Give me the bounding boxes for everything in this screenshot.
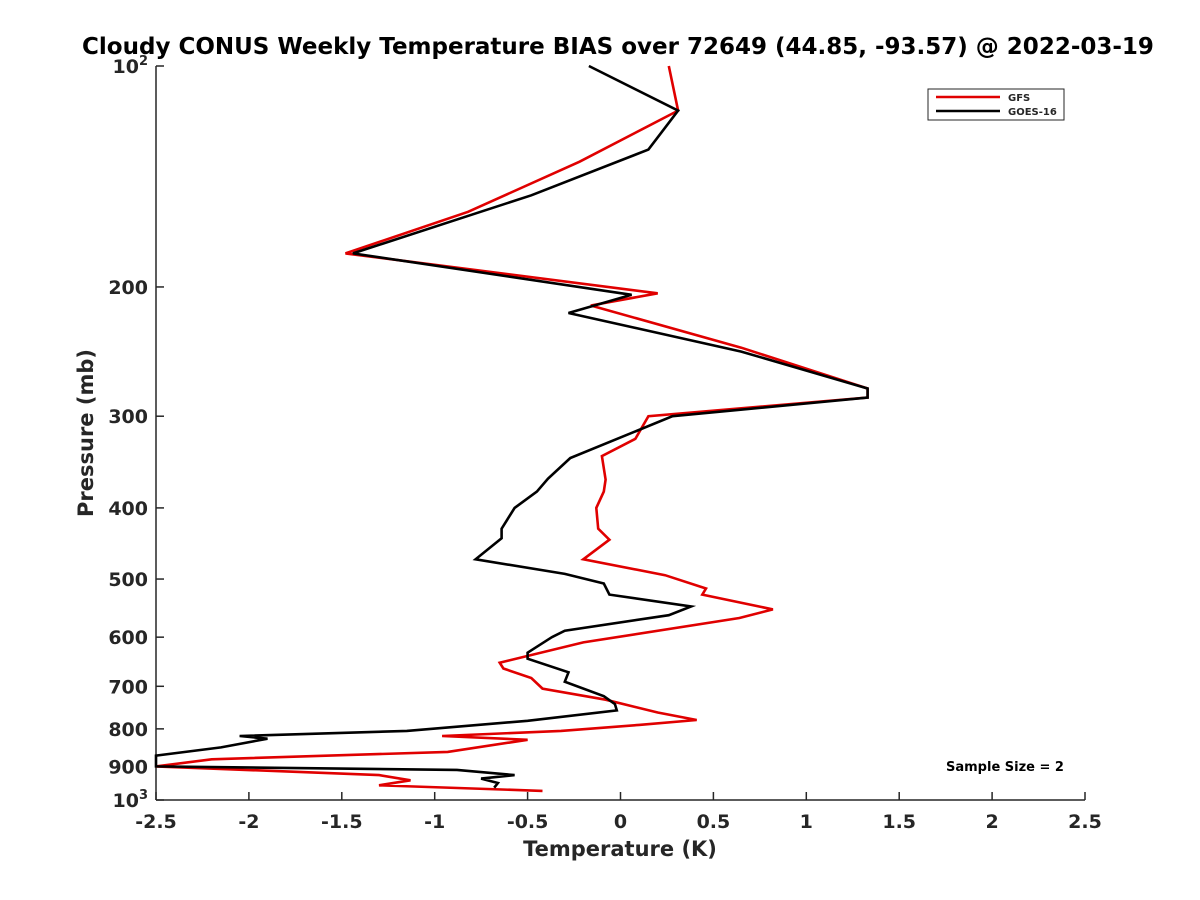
- chart-title: Cloudy CONUS Weekly Temperature BIAS ove…: [82, 34, 1154, 60]
- x-tick-label: 1.5: [882, 811, 916, 833]
- x-axis-label: Temperature (K): [523, 837, 717, 861]
- x-tick-label: 0.5: [697, 811, 731, 833]
- y-tick-label: 600: [108, 627, 148, 649]
- x-tick-label: -1.5: [321, 811, 363, 833]
- y-tick-label: 300: [108, 406, 148, 428]
- y-axis-ticks: 102 200 300 400 500 600 700 800 900 103: [108, 54, 164, 812]
- x-tick-label: 2.5: [1068, 811, 1102, 833]
- x-tick-label: 2: [985, 811, 998, 833]
- y-tick-label: 700: [108, 676, 148, 698]
- sample-size-annotation: Sample Size = 2: [946, 760, 1064, 775]
- x-tick-label: 0: [614, 811, 627, 833]
- x-tick-label: -2: [238, 811, 259, 833]
- x-tick-label: -1: [424, 811, 445, 833]
- legend-label-gfs: GFS: [1008, 93, 1030, 104]
- x-axis-ticks: -2.5 -2 -1.5 -1 -0.5 0 0.5 1 1.5 2 2.5: [135, 792, 1102, 833]
- y-tick-label: 102: [113, 54, 149, 78]
- plot-area: -2.5 -2 -1.5 -1 -0.5 0 0.5 1 1.5 2 2.5 102 200 300 40…: [108, 54, 1102, 833]
- legend-box: [927, 88, 1065, 121]
- x-tick-label: 1: [800, 811, 813, 833]
- legend-label-goes16: GOES-16: [1008, 107, 1057, 118]
- y-tick-label: 400: [108, 498, 148, 520]
- y-tick-label: 200: [108, 277, 148, 299]
- series-line-gfs: [155, 65, 869, 793]
- x-tick-label: -0.5: [507, 811, 549, 833]
- series-layer: [154, 64, 869, 793]
- x-tick-label: -2.5: [135, 811, 177, 833]
- series-line-goes16: [154, 64, 869, 789]
- y-tick-label: 500: [108, 569, 148, 591]
- y-tick-label: 103: [113, 788, 149, 812]
- y-tick-label: 900: [108, 756, 148, 778]
- legend: GFS GOES-16: [927, 88, 1065, 121]
- y-tick-label: 800: [108, 719, 148, 741]
- y-axis-label: Pressure (mb): [74, 349, 98, 517]
